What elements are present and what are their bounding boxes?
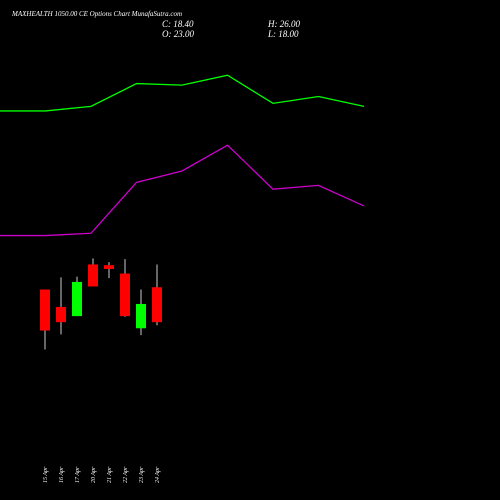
x-tick-label: 15 Apr xyxy=(43,466,49,483)
candle-body xyxy=(56,306,66,323)
indicator-line xyxy=(0,74,365,112)
indicator-line xyxy=(0,144,365,237)
candle-body xyxy=(104,265,114,269)
stat-open: O: 23.00 xyxy=(162,29,194,39)
candle-body xyxy=(72,281,82,317)
x-tick-label: 21 Apr xyxy=(107,466,113,483)
candle-body xyxy=(136,303,146,329)
candle-body xyxy=(88,264,98,287)
x-tick-label: 24 Apr xyxy=(154,466,161,483)
stat-close: C: 18.40 xyxy=(162,19,194,29)
x-tick-label: 22 Apr xyxy=(123,466,129,483)
x-tick-label: 16 Apr xyxy=(59,466,65,483)
candle-body xyxy=(40,289,50,331)
chart-title: MAXHEALTH 1050.00 CE Options Chart Munaf… xyxy=(11,10,182,18)
x-tick-label: 17 Apr xyxy=(75,466,81,483)
stat-high: H: 26.00 xyxy=(267,19,300,29)
stat-low: L: 18.00 xyxy=(267,29,299,39)
x-tick-label: 23 Apr xyxy=(139,466,145,483)
x-tick-label: 20 Apr xyxy=(91,466,97,483)
candle-body xyxy=(120,273,130,317)
candle-body xyxy=(152,287,162,323)
